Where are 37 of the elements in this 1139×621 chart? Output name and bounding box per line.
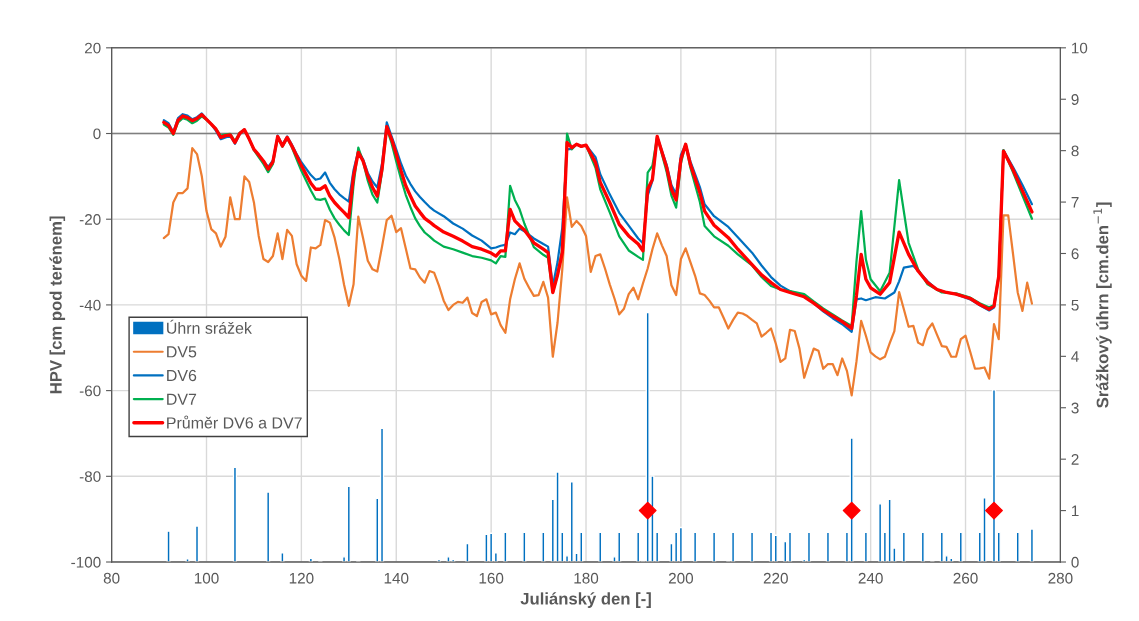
y2-tick-label: 1: [1071, 505, 1079, 517]
legend-label: DV7: [167, 393, 197, 405]
x-tick-label: 180: [574, 572, 599, 584]
legend-label: Průměr DV6 a DV7: [167, 415, 302, 429]
x-tick-label: 220: [763, 572, 788, 584]
legend-label: Úhrn srážek: [167, 319, 252, 334]
x-tick-label: 140: [384, 572, 409, 584]
y-tick-label: 20: [84, 42, 101, 54]
y2-tick-label: 9: [1071, 94, 1079, 105]
y-tick-label: -80: [79, 471, 101, 482]
y-tick-label: -40: [79, 299, 101, 311]
y2-tick-label: 2: [1071, 454, 1079, 465]
y2-tick-label: 0: [1071, 556, 1079, 568]
y2-tick-label: 10: [1071, 42, 1088, 54]
y2-tick-label: 5: [1071, 299, 1079, 311]
x-tick-label: 120: [289, 572, 314, 584]
legend-label: DV6: [167, 369, 197, 382]
y2-tick-label: 6: [1071, 248, 1079, 260]
legend-label: DV5: [167, 346, 197, 358]
x-tick-label: 280: [1048, 572, 1073, 584]
y-tick-label: -100: [71, 556, 101, 568]
y2-tick-label: 8: [1071, 145, 1079, 157]
y-tick-label: -60: [79, 385, 101, 397]
x-axis-title: Juliánský den [-]: [520, 592, 651, 608]
y2-axis-title: Srážkový úhrn [cm.den$^{−1}$]: [1093, 202, 1112, 408]
y-tick-label: -20: [79, 214, 101, 225]
y-axis-title: HPV [cm pod terénem]: [49, 216, 66, 394]
x-tick-label: 260: [953, 572, 978, 584]
x-tick-label: 80: [103, 572, 120, 584]
x-tick-label: 100: [194, 572, 219, 584]
y2-tick-label: 3: [1071, 402, 1079, 414]
x-tick-label: 240: [858, 572, 883, 584]
x-tick-label: 160: [479, 572, 504, 584]
x-tick-label: 200: [668, 572, 694, 584]
y-tick-label: 0: [93, 128, 101, 140]
y2-tick-label: 7: [1071, 197, 1079, 208]
y2-tick-label: 4: [1071, 351, 1079, 362]
